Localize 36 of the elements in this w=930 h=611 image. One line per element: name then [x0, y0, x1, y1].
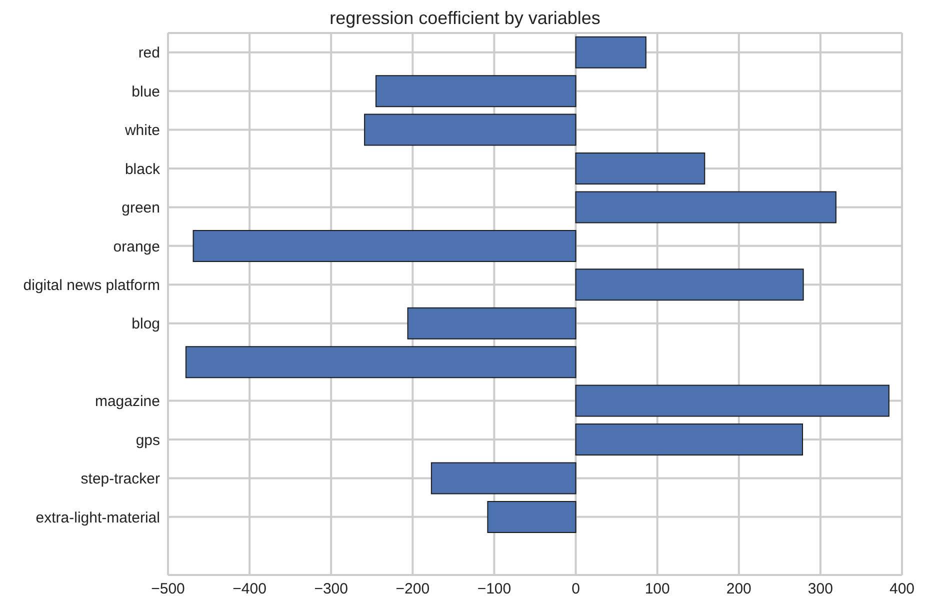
chart-title: regression coefficient by variables [328, 8, 602, 29]
x-tick-label: 200 [726, 580, 752, 598]
x-tick-label: 100 [644, 580, 670, 598]
bar [364, 114, 576, 146]
y-tick-label: green [122, 200, 160, 217]
x-tick-label: 0 [572, 580, 580, 598]
bar [575, 384, 890, 417]
bar [575, 36, 646, 68]
bar [575, 191, 836, 224]
bar [430, 462, 576, 494]
y-tick-label: red [138, 44, 160, 62]
bar [575, 152, 706, 185]
y-tick-label: digital news platform [23, 276, 160, 294]
y-tick-label: extra-light-material [36, 509, 160, 526]
y-tick-label: step-tracker [80, 470, 160, 488]
y-tick-label: magazine [94, 393, 160, 410]
y-tick-label: orange [113, 238, 160, 256]
x-tick-label: −200 [396, 580, 430, 598]
bar [375, 75, 576, 108]
y-tick-label: blue [132, 83, 160, 100]
y-tick-label: white [124, 122, 160, 140]
x-tick-label: 400 [889, 580, 915, 598]
bar [487, 500, 576, 533]
x-tick-label: −400 [232, 580, 266, 598]
y-tick-label: blog [132, 316, 160, 333]
y-tick-label: black [124, 160, 160, 178]
x-tick-label: −300 [314, 580, 348, 598]
x-tick-label: 300 [808, 580, 833, 598]
x-tick-label: −100 [477, 580, 512, 598]
x-tick-label: −500 [151, 580, 185, 598]
bar [185, 346, 576, 378]
y-tick-label: gps [136, 432, 160, 449]
bar [575, 268, 804, 301]
bar [575, 424, 803, 456]
bar [407, 307, 576, 340]
bar [192, 230, 576, 262]
